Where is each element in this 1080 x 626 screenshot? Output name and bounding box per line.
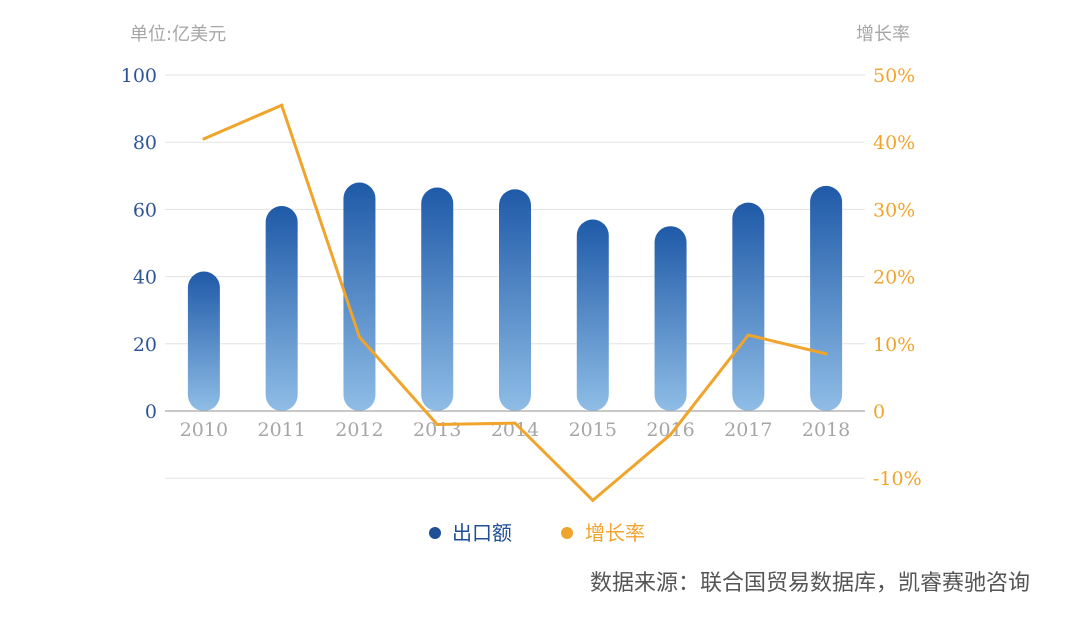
right-tick-label: 50% [873,65,915,87]
legend-label-exports: 出口额 [452,521,512,545]
x-tick-label: 2015 [569,419,617,441]
right-tick-label: 0 [873,401,885,423]
left-tick-label: 60 [133,199,157,221]
line-series [202,103,828,503]
x-tick-label: 2010 [180,419,228,441]
right-tick-label: 10% [873,334,915,356]
growth-point-2018 [824,352,828,356]
left-tick-label: 0 [145,401,157,423]
growth-point-2010 [202,137,206,141]
bar-2014 [499,189,531,411]
bar-2018 [810,185,843,411]
x-tick-label: 2016 [646,419,694,441]
growth-point-2011 [280,103,284,107]
growth-point-2013 [435,422,439,426]
growth-point-2017 [746,333,750,337]
right-tick-label: 20% [873,267,915,289]
right-axis-unit: 增长率 [856,24,910,45]
bar-2017 [732,202,765,411]
source-note: 数据来源：联合国贸易数据库，凯睿赛驰咨询 [590,571,1030,596]
bar-2010 [187,271,220,411]
bar-2013 [421,187,454,411]
right-tick-label: -10% [873,468,922,490]
legend-marker-growth [561,527,573,539]
growth-point-2012 [357,335,361,339]
left-tick-label: 80 [133,132,157,154]
growth-point-2015 [591,498,595,502]
x-tick-label: 2012 [335,419,383,441]
growth-point-2014 [513,421,517,425]
growth-point-2016 [669,433,673,437]
bar-2016 [654,226,687,411]
x-tick-label: 2017 [724,419,772,441]
x-tick-label: 2018 [802,419,850,441]
left-axis-unit: 单位:亿美元 [130,24,226,45]
legend-label-growth: 增长率 [585,521,645,545]
bar-series [187,182,843,411]
right-tick-label: 40% [873,132,915,154]
bar-2012 [343,182,376,411]
left-tick-label: 40 [133,267,157,289]
x-tick-label: 2011 [257,419,305,441]
bar-2015 [576,219,609,411]
left-tick-label: 20 [133,334,157,356]
left-tick-label: 100 [121,65,157,87]
right-tick-label: 30% [873,199,915,221]
legend: 出口额 增长率 [429,521,645,545]
axes: 0 20 40 60 80 100 -10% 0 10% 20% 30% 40% 50% 2010 2011… [121,65,922,490]
bar-2011 [265,206,298,411]
legend-marker-exports [429,527,441,539]
